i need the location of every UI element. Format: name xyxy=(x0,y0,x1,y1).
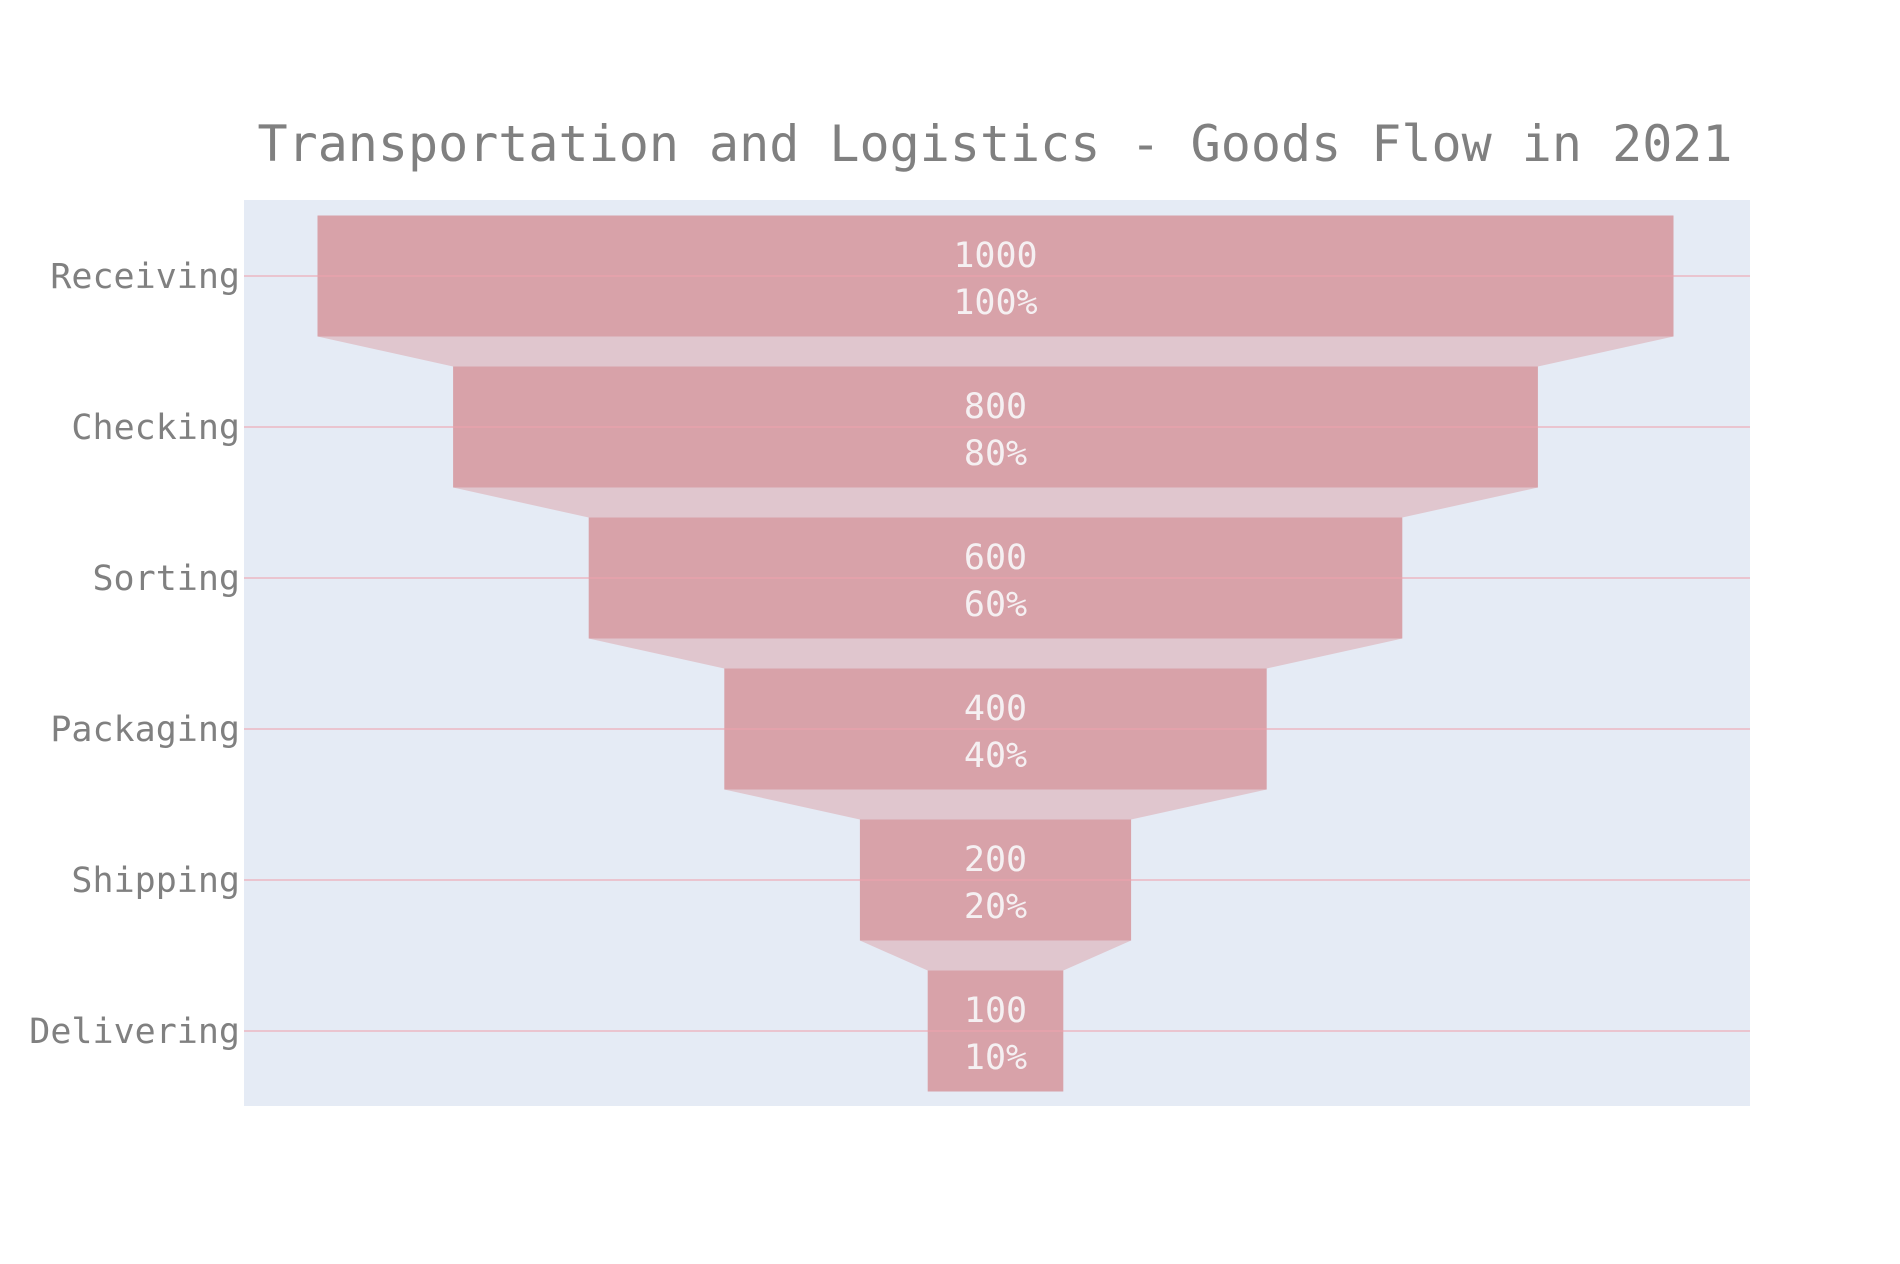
bar-percent-label: 40% xyxy=(964,736,1027,776)
funnel-connector xyxy=(859,940,1132,971)
bar-percent-label: 60% xyxy=(964,585,1027,625)
bar-value-label: 200 xyxy=(964,840,1027,880)
bar-percent-label: 80% xyxy=(964,434,1027,474)
y-axis-category-label: Delivering xyxy=(29,1012,240,1052)
funnel-bar-labels: 1000 100% 800 80% 600 60% 400 40% 200 20% 100 10% xyxy=(953,236,1037,1078)
bar-percent-label: 20% xyxy=(964,887,1027,927)
bar-value-label: 100 xyxy=(964,991,1027,1031)
funnel-connectors xyxy=(317,336,1674,971)
y-axis-labels: Receiving Checking Sorting Packaging Shippin… xyxy=(29,257,240,1052)
y-axis-category-label: Receiving xyxy=(50,257,240,297)
y-axis-category-label: Sorting xyxy=(92,559,240,599)
bar-value-label: 1000 xyxy=(953,236,1037,276)
funnel-connector xyxy=(317,336,1674,367)
bar-percent-label: 100% xyxy=(953,283,1037,323)
bar-value-label: 400 xyxy=(964,689,1027,729)
y-axis-category-label: Shipping xyxy=(71,861,240,901)
y-axis-category-label: Packaging xyxy=(50,710,240,750)
bar-value-label: 600 xyxy=(964,538,1027,578)
bar-value-label: 800 xyxy=(964,387,1027,427)
chart-title: Transportation and Logistics - Goods Flo… xyxy=(257,115,1732,173)
funnel-connector xyxy=(588,638,1403,669)
bar-percent-label: 10% xyxy=(964,1038,1027,1078)
funnel-gridlines xyxy=(244,275,1750,1032)
y-axis-category-label: Checking xyxy=(71,408,240,448)
funnel-connector xyxy=(453,487,1538,518)
funnel-connector xyxy=(724,789,1267,820)
